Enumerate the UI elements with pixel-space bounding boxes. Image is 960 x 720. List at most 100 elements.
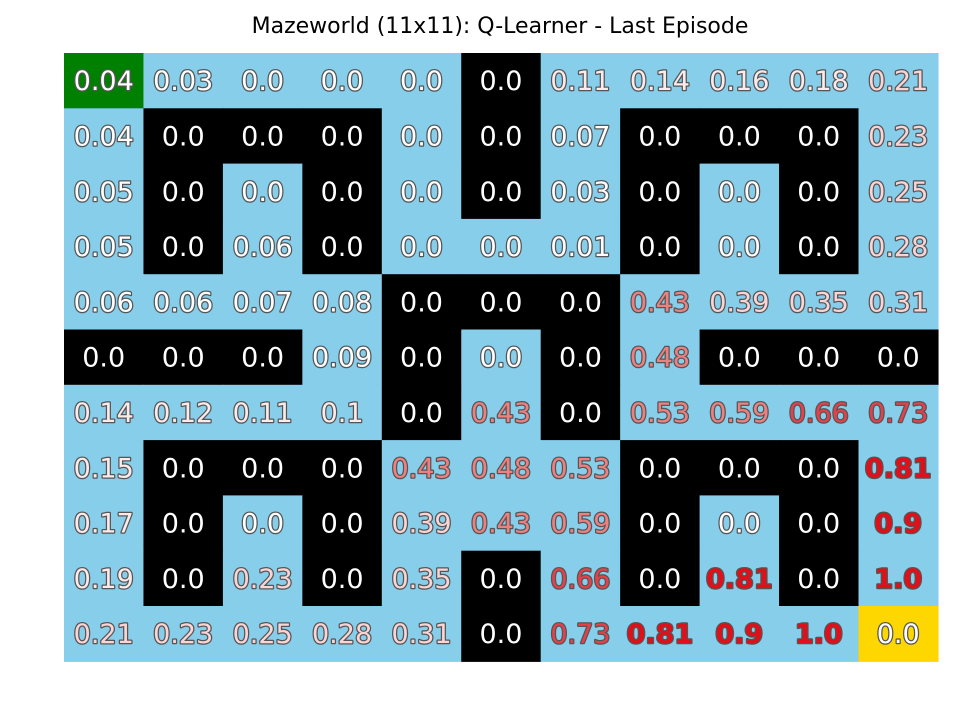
maze-cell-open-r10-c2 xyxy=(222,606,303,662)
cell-value-label: 0.43 xyxy=(471,398,531,429)
cell-value-label: 0.31 xyxy=(391,619,451,650)
maze-cell-wall-r4-c4 xyxy=(381,274,462,331)
cell-value-label: 0.0 xyxy=(241,509,284,540)
maze-cell-wall-r1-c7 xyxy=(620,108,701,165)
cell-value-label: 1.0 xyxy=(795,619,843,650)
maze-cell-wall-r7-c2 xyxy=(222,440,303,496)
cell-value-label: 0.0 xyxy=(638,564,681,595)
maze-cell-open-r9-c10 xyxy=(858,550,939,607)
maze-cell-open-r0-c8 xyxy=(699,53,780,109)
cell-value-label: 0.14 xyxy=(74,398,134,429)
cell-value-label: 0.0 xyxy=(321,509,364,540)
cell-value-label: 0.0 xyxy=(638,453,681,484)
maze-cell-wall-r9-c3 xyxy=(302,550,383,607)
maze-cell-open-r2-c0 xyxy=(64,163,145,220)
maze-cell-wall-r7-c8 xyxy=(699,440,780,496)
maze-cell-wall-r10-c5 xyxy=(461,606,542,662)
cell-value-label: 0.14 xyxy=(630,66,690,97)
cell-value-label: 0.0 xyxy=(718,177,761,208)
maze-cell-wall-r5-c9 xyxy=(779,329,860,386)
maze-cell-open-r10-c7 xyxy=(620,606,701,662)
maze-cell-open-r6-c9 xyxy=(779,384,860,441)
cell-value-label: 0.48 xyxy=(630,343,690,374)
maze-cell-wall-r2-c7 xyxy=(620,163,701,220)
maze-cell-wall-r6-c4 xyxy=(381,384,462,441)
maze-cell-wall-r5-c1 xyxy=(143,329,224,386)
cell-value-label: 0.04 xyxy=(74,66,134,97)
maze-cell-open-r3-c0 xyxy=(64,218,145,275)
maze-cell-wall-r9-c9 xyxy=(779,550,860,607)
cell-value-label: 0.17 xyxy=(74,509,134,540)
maze-cell-open-r1-c6 xyxy=(540,108,621,165)
maze-cell-open-r4-c1 xyxy=(143,274,224,331)
cell-value-label: 0.0 xyxy=(400,343,443,374)
cell-value-label: 0.39 xyxy=(709,287,769,318)
maze-cell-wall-r5-c10 xyxy=(858,329,939,386)
maze-cell-wall-r3-c9 xyxy=(779,218,860,275)
cell-value-label: 0.0 xyxy=(400,232,443,263)
maze-value-labels: 0.04 0.03 0.0 0.0 0.0 0.0 0.11 0.14 0.16 0.18 0.21… xyxy=(72,65,932,652)
maze-cell-open-r3-c8 xyxy=(699,218,780,275)
cell-value-label: 0.19 xyxy=(74,564,134,595)
cell-value-label: 0.18 xyxy=(789,66,849,97)
cell-value-label: 0.03 xyxy=(550,177,610,208)
cell-value-label: 0.23 xyxy=(233,564,293,595)
cell-value-label: 0.35 xyxy=(391,564,451,595)
cell-value-label: 0.0 xyxy=(797,453,840,484)
cell-value-label: 0.12 xyxy=(153,398,213,429)
maze-cell-open-r8-c10 xyxy=(858,495,939,552)
maze-cell-wall-r7-c7 xyxy=(620,440,701,496)
cell-value-label: 0.1 xyxy=(321,398,364,429)
cell-value-label: 0.0 xyxy=(321,66,364,97)
maze-cell-open-r0-c10 xyxy=(858,53,939,109)
maze-cell-open-r8-c2 xyxy=(222,495,303,552)
maze-cell-wall-r1-c1 xyxy=(143,108,224,165)
cell-value-label: 0.43 xyxy=(630,287,690,318)
cell-value-label: 0.0 xyxy=(321,564,364,595)
maze-cell-open-r6-c3 xyxy=(302,384,383,441)
cell-value-label: 0.66 xyxy=(789,398,849,429)
maze-cell-open-r5-c7 xyxy=(620,329,701,386)
maze-cell-open-r0-c2 xyxy=(222,53,303,109)
cell-value-label: 0.39 xyxy=(391,509,451,540)
maze-cell-open-r1-c0 xyxy=(64,108,145,165)
maze-cell-wall-r5-c4 xyxy=(381,329,462,386)
cell-value-label: 0.81 xyxy=(706,564,773,595)
cell-value-label: 0.28 xyxy=(312,619,372,650)
maze-cell-open-r4-c10 xyxy=(858,274,939,331)
cell-value-label: 0.0 xyxy=(718,509,761,540)
maze-cell-open-r0-c3 xyxy=(302,53,383,109)
maze-cell-open-r10-c4 xyxy=(381,606,462,662)
cell-value-label: 0.0 xyxy=(797,564,840,595)
cell-value-label: 0.0 xyxy=(559,287,602,318)
maze-cell-open-r9-c2 xyxy=(222,550,303,607)
cell-value-label: 0.0 xyxy=(241,177,284,208)
cell-value-label: 0.0 xyxy=(479,232,522,263)
maze-cell-open-r8-c8 xyxy=(699,495,780,552)
maze-cell-open-r0-c6 xyxy=(540,53,621,109)
cell-value-label: 0.16 xyxy=(709,66,769,97)
maze-cell-open-r0-c7 xyxy=(620,53,701,109)
maze-cell-open-r8-c0 xyxy=(64,495,145,552)
maze-cell-open-r8-c5 xyxy=(461,495,542,552)
maze-cell-open-r10-c0 xyxy=(64,606,145,662)
maze-cell-open-r4-c3 xyxy=(302,274,383,331)
cell-value-label: 0.0 xyxy=(718,232,761,263)
cell-value-label: 0.31 xyxy=(868,287,928,318)
maze-cell-open-r10-c8 xyxy=(699,606,780,662)
cell-value-label: 0.0 xyxy=(241,66,284,97)
maze-cell-open-r0-c9 xyxy=(779,53,860,109)
cell-value-label: 0.0 xyxy=(797,121,840,152)
cell-value-label: 0.25 xyxy=(868,177,928,208)
cell-value-label: 0.21 xyxy=(868,66,928,97)
cell-value-label: 0.0 xyxy=(479,287,522,318)
maze-cell-open-r9-c8 xyxy=(699,550,780,607)
cell-value-label: 0.0 xyxy=(162,232,205,263)
maze-cell-wall-r3-c3 xyxy=(302,218,383,275)
cell-value-label: 0.66 xyxy=(550,564,610,595)
cell-value-label: 0.73 xyxy=(868,398,928,429)
cell-value-label: 0.81 xyxy=(627,619,694,650)
cell-value-label: 0.0 xyxy=(400,287,443,318)
cell-value-label: 0.0 xyxy=(241,343,284,374)
maze-cell-open-r7-c4 xyxy=(381,440,462,496)
